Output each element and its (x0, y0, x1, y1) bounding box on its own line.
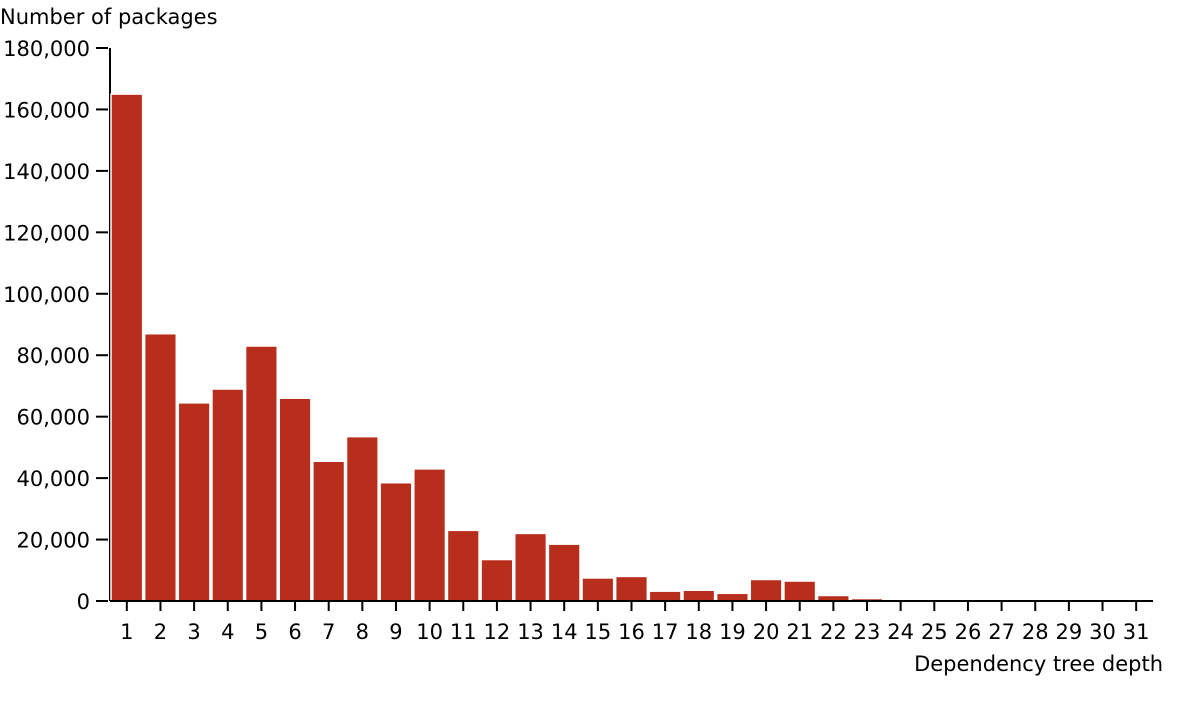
x-tick-label: 10 (416, 620, 443, 644)
y-tick-label: 80,000 (17, 344, 90, 368)
x-tick-label: 8 (356, 620, 369, 644)
x-tick-label: 12 (484, 620, 511, 644)
bar-depth-7 (312, 460, 346, 602)
x-tick-label: 19 (719, 620, 746, 644)
bar-depth-20 (749, 578, 783, 602)
x-tick-label: 22 (820, 620, 847, 644)
bar-depth-17 (648, 590, 682, 602)
x-tick-label: 17 (652, 620, 679, 644)
x-tick-label: 9 (389, 620, 402, 644)
y-tick-label: 60,000 (17, 406, 90, 430)
x-tick-label: 11 (450, 620, 477, 644)
x-tick-label: 14 (551, 620, 578, 644)
x-tick-label: 3 (187, 620, 200, 644)
x-tick-label: 25 (921, 620, 948, 644)
y-tick-label: 40,000 (17, 467, 90, 491)
x-tick-label: 6 (288, 620, 301, 644)
x-tick-label: 4 (221, 620, 234, 644)
bar-depth-4 (211, 388, 245, 602)
y-tick-label: 20,000 (17, 529, 90, 553)
x-axis: 1 2 3 4 5 6 7 8 9 10 11 12 13 14 15 16 17 18 19 20 21 22 23 24 2… (110, 600, 1153, 644)
bar-depth-12 (480, 558, 514, 602)
x-tick-label: 20 (753, 620, 780, 644)
bar-depth-6 (278, 397, 312, 602)
bar-depth-5 (244, 345, 278, 602)
bar-depth-11 (446, 529, 480, 602)
bar-depth-16 (614, 575, 649, 602)
x-tick-label: 2 (154, 620, 167, 644)
bar-depth-18 (682, 589, 716, 602)
y-tick-label: 180,000 (3, 37, 90, 61)
bar-depth-2 (143, 332, 178, 602)
y-axis: 0 20,000 40,000 60,000 80,000 100,000 120,000 1… (3, 37, 111, 614)
bar-depth-9 (379, 481, 413, 602)
x-tick-label: 7 (322, 620, 335, 644)
x-tick-label: 27 (988, 620, 1015, 644)
x-tick-label: 13 (517, 620, 544, 644)
bar-depth-21 (783, 580, 817, 602)
y-tick-label: 160,000 (3, 98, 90, 122)
x-tick-label: 30 (1089, 620, 1116, 644)
x-tick-label: 18 (685, 620, 712, 644)
x-tick-label: 16 (618, 620, 645, 644)
y-tick-label: 120,000 (3, 221, 90, 245)
bar-depth-10 (413, 468, 447, 602)
x-axis-title: Dependency tree depth (914, 652, 1163, 676)
bar-depth-14 (547, 543, 581, 602)
bar-depth-3 (177, 402, 211, 602)
x-tick-label: 31 (1123, 620, 1150, 644)
x-tick-label: 26 (955, 620, 982, 644)
bar-depth-13 (513, 532, 548, 602)
bar-depth-19 (715, 592, 750, 602)
x-tick-label: 1 (120, 620, 133, 644)
x-tick-label: 24 (887, 620, 914, 644)
y-axis-title: Number of packages (0, 5, 218, 29)
bar-depth-15 (581, 577, 615, 602)
y-tick-label: 140,000 (3, 160, 90, 184)
x-tick-label: 23 (854, 620, 881, 644)
x-tick-label: 15 (584, 620, 611, 644)
y-tick-label: 0 (77, 590, 90, 614)
bar-depth-8 (345, 435, 379, 602)
x-tick-label: 21 (786, 620, 813, 644)
x-tick-label: 28 (1022, 620, 1049, 644)
bar-depth-1 (110, 93, 144, 602)
x-tick-label: 29 (1056, 620, 1083, 644)
bars (110, 93, 1153, 602)
x-tick-label: 5 (255, 620, 268, 644)
y-tick-label: 100,000 (3, 283, 90, 307)
